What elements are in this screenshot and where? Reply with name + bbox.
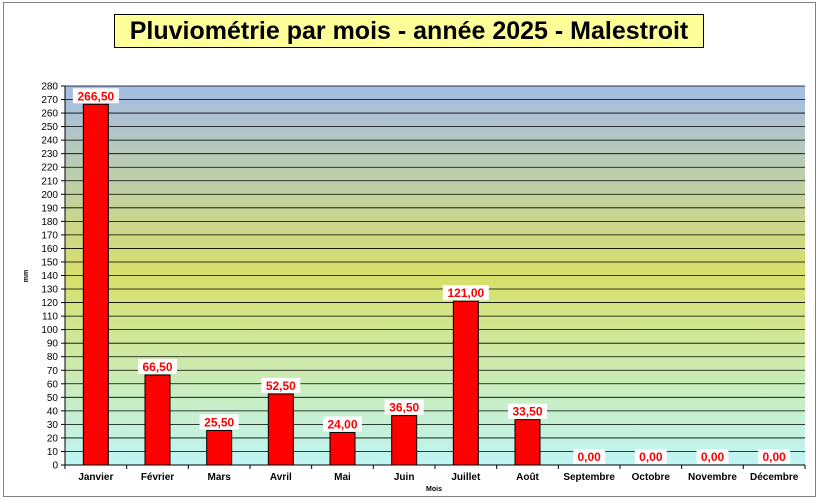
data-label: 0,00 (762, 450, 786, 464)
data-label: 121,00 (447, 286, 484, 300)
y-tick-label: 250 (41, 122, 58, 133)
y-tick-label: 120 (41, 298, 58, 309)
data-label: 66,50 (142, 360, 172, 374)
x-category-label: Octobre (632, 472, 671, 483)
y-tick-label: 230 (41, 149, 58, 160)
x-category-label: Juillet (451, 472, 481, 483)
data-label-background (261, 377, 301, 393)
data-labels: 266,50 66,50 25,50 52,50 24,00 36,50 121,00 33,… (72, 88, 791, 464)
data-label: 0,00 (639, 450, 663, 464)
data-label-background (384, 399, 424, 415)
y-tick-label: 80 (47, 352, 59, 363)
data-label: 52,50 (266, 379, 296, 393)
bar (514, 419, 541, 466)
data-label-background (199, 414, 239, 430)
y-tick-label: 10 (47, 447, 59, 458)
x-category-label: Mars (207, 472, 231, 483)
x-category-label: Mai (334, 472, 351, 483)
y-tick-label: 160 (41, 244, 58, 255)
y-tick-label: 40 (47, 406, 59, 417)
y-tick-label: 90 (47, 339, 59, 350)
y-tick-label: 220 (41, 163, 58, 174)
data-label: 0,00 (701, 450, 725, 464)
bar (452, 300, 479, 466)
bar (267, 393, 294, 466)
data-label: 266,50 (77, 89, 114, 103)
y-axis-ticks: 0 10 20 30 40 50 60 70 80 90 100 110 120 130 140 150 160… (41, 82, 65, 472)
data-label-background (696, 449, 729, 464)
data-label-background (442, 285, 489, 301)
chart-title: Pluviométrie par mois - année 2025 - Mal… (114, 14, 704, 48)
data-label-background (573, 449, 606, 464)
x-axis-categories: Janvier Février Mars Avril Mai Juin Juillet Aoû… (64, 465, 806, 483)
data-label: 36,50 (389, 401, 419, 415)
x-category-label: Janvier (78, 472, 113, 483)
y-tick-label: 170 (41, 230, 58, 241)
bar (329, 432, 356, 466)
y-tick-label: 180 (41, 217, 58, 228)
data-label: 0,00 (577, 450, 601, 464)
x-category-label: Février (141, 472, 174, 483)
x-category-label: Août (516, 472, 539, 483)
y-tick-label: 140 (41, 271, 58, 282)
y-tick-label: 210 (41, 176, 58, 187)
x-category-label: Novembre (688, 472, 737, 483)
y-tick-label: 110 (42, 312, 58, 323)
y-tick-label: 150 (41, 257, 58, 268)
y-tick-label: 190 (41, 203, 58, 214)
data-label-background (138, 358, 177, 374)
x-axis-title: Mois (426, 486, 442, 493)
y-tick-label: 60 (47, 379, 59, 390)
data-label-background (758, 449, 791, 464)
y-tick-label: 30 (47, 420, 59, 431)
y-tick-label: 260 (41, 109, 58, 120)
data-label: 25,50 (204, 415, 234, 429)
data-label: 33,50 (512, 405, 542, 419)
y-tick-label: 100 (41, 325, 58, 336)
y-tick-label: 50 (47, 393, 59, 404)
bars (82, 103, 541, 466)
bar (206, 429, 233, 466)
y-tick-label: 0 (52, 461, 58, 472)
data-label-background (508, 403, 547, 419)
data-label: 24,00 (327, 418, 357, 432)
y-tick-label: 280 (41, 82, 58, 93)
x-category-label: Juin (394, 472, 415, 483)
data-label-background (634, 449, 667, 464)
x-category-label: Avril (270, 472, 292, 483)
x-category-label: Décembre (750, 472, 799, 483)
data-label-background (72, 88, 119, 104)
y-tick-label: 240 (41, 136, 58, 147)
y-tick-label: 200 (41, 190, 58, 201)
y-tick-label: 70 (47, 366, 59, 377)
data-label-background (323, 416, 362, 432)
y-tick-label: 270 (41, 95, 58, 106)
bar (82, 103, 109, 466)
y-tick-label: 20 (47, 433, 59, 444)
y-tick-label: 130 (41, 285, 58, 296)
y-axis-title: mm (23, 270, 30, 282)
x-category-label: Septembre (563, 472, 615, 483)
gridlines (65, 85, 805, 452)
bar (144, 374, 171, 466)
bar (391, 415, 418, 466)
